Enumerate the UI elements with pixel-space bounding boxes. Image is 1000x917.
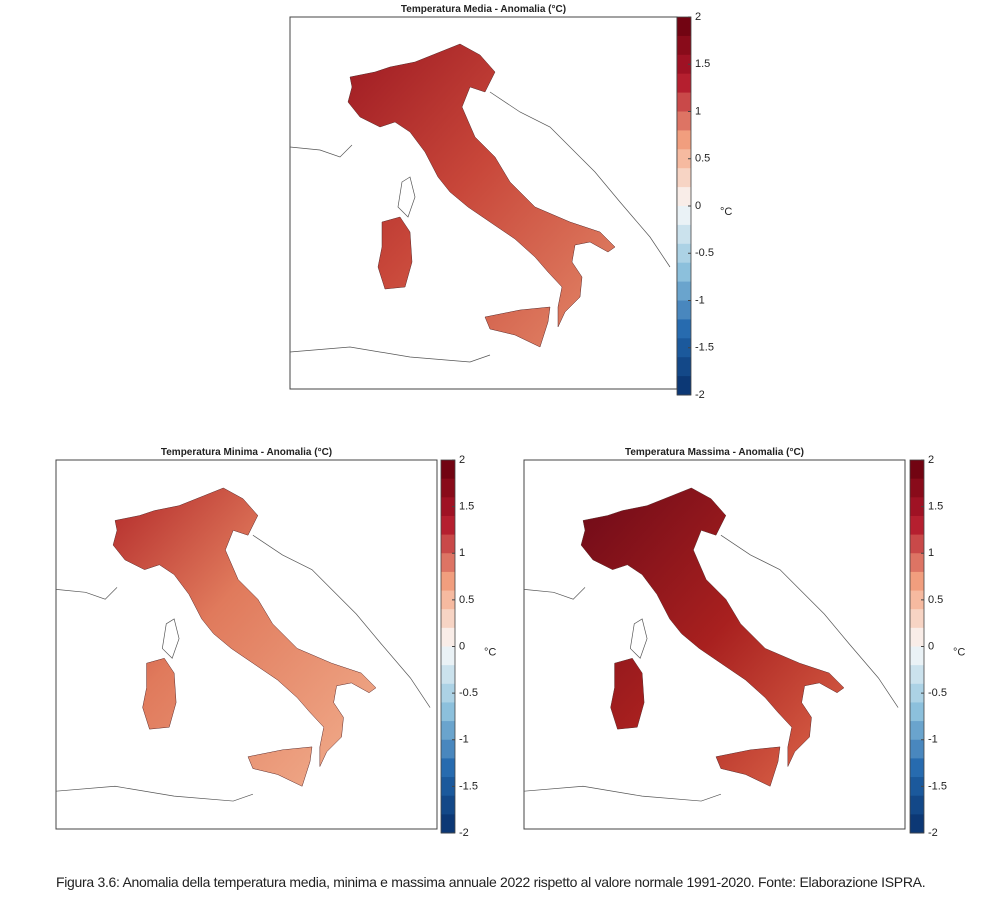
- colorbar-tick-label: -0.5: [695, 247, 714, 259]
- colorbar-step: [910, 777, 924, 797]
- colorbar-tick-label: 1: [695, 105, 701, 117]
- colorbar-step: [677, 111, 691, 131]
- colorbar-tick-label: -1.5: [695, 342, 714, 354]
- colorbar-step: [677, 376, 691, 396]
- colorbar-step: [677, 149, 691, 169]
- panel-title: Temperatura Massima - Anomalia (°C): [625, 447, 804, 458]
- colorbar-tick-label: 1.5: [928, 501, 943, 513]
- colorbar-step: [910, 683, 924, 703]
- colorbar-step: [677, 262, 691, 283]
- colorbar-tick-label: 0.5: [928, 594, 943, 606]
- colorbar-step: [441, 739, 455, 759]
- colorbar-step: [910, 627, 924, 647]
- colorbar-tick-label: -1: [695, 294, 705, 306]
- colorbar-tick-label: 0: [459, 640, 465, 652]
- colorbar-step: [910, 758, 924, 778]
- colorbar-step: [677, 338, 691, 358]
- colorbar-step: [441, 721, 455, 741]
- colorbar-step: [910, 702, 924, 722]
- colorbar-step: [677, 73, 691, 94]
- colorbar-step: [677, 130, 691, 150]
- colorbar-step: [441, 777, 455, 797]
- colorbar-step: [677, 319, 691, 339]
- colorbar-step: [910, 571, 924, 592]
- panel-title: Temperatura Minima - Anomalia (°C): [161, 447, 332, 458]
- colorbar-step: [677, 224, 691, 245]
- panel-title: Temperatura Media - Anomalia (°C): [401, 4, 566, 15]
- colorbar-tick-label: -0.5: [459, 687, 478, 699]
- colorbar-step: [910, 721, 924, 741]
- colorbar-step: [441, 665, 455, 685]
- colorbar-step: [441, 702, 455, 722]
- colorbar-step: [677, 300, 691, 320]
- colorbar-step: [910, 739, 924, 759]
- colorbar-tick-label: -2: [459, 827, 469, 839]
- colorbar-step: [910, 646, 924, 666]
- colorbar-step: [910, 553, 924, 573]
- colorbar-tick-label: 1: [928, 547, 934, 559]
- colorbar-unit: °C: [953, 646, 965, 658]
- colorbar-step: [910, 665, 924, 685]
- colorbar-tick-label: -2: [695, 389, 705, 401]
- colorbar-step: [910, 590, 924, 610]
- colorbar-step: [441, 515, 455, 536]
- colorbar-step: [441, 497, 455, 517]
- colorbar-step: [677, 54, 691, 75]
- colorbar-tick-label: -1.5: [928, 780, 947, 792]
- colorbar-step: [910, 497, 924, 517]
- colorbar-tick-label: -1: [459, 734, 469, 746]
- maps: Temperatura Media - Anomalia (°C) 2 1.5 1 0.…: [55, 4, 965, 839]
- colorbar-step: [441, 627, 455, 647]
- colorbar-step: [910, 515, 924, 536]
- colorbar-tick-label: 2: [928, 454, 934, 466]
- colorbar-step: [677, 243, 691, 264]
- colorbar-tick-label: -0.5: [928, 687, 947, 699]
- colorbar-tick-label: 2: [459, 454, 465, 466]
- colorbar-step: [677, 17, 691, 37]
- colorbar-step: [441, 814, 455, 834]
- colorbar-step: [441, 571, 455, 592]
- colorbar-step: [910, 534, 924, 554]
- colorbar-tick-label: 1: [459, 547, 465, 559]
- colorbar-step: [677, 92, 691, 112]
- colorbar-step: [677, 35, 691, 56]
- colorbar-step: [441, 460, 455, 480]
- colorbar-step: [677, 357, 691, 377]
- colorbar-unit: °C: [720, 206, 732, 218]
- colorbar-tick-label: 0: [695, 200, 701, 212]
- colorbar-step: [910, 814, 924, 834]
- colorbar-tick-label: 2: [695, 11, 701, 23]
- colorbar-step: [441, 609, 455, 629]
- caption: Figura 3.6: Anomalia della temperatura m…: [56, 874, 926, 890]
- colorbar-tick-label: 0.5: [459, 594, 474, 606]
- colorbar-step: [441, 478, 455, 498]
- colorbar-step: [441, 553, 455, 573]
- colorbar-tick-label: 1.5: [695, 58, 710, 70]
- colorbar-step: [441, 590, 455, 610]
- colorbar-tick-label: 0.5: [695, 153, 710, 165]
- colorbar-tick-label: 0: [928, 640, 934, 652]
- colorbar-unit: °C: [484, 646, 496, 658]
- colorbar-step: [677, 168, 691, 188]
- colorbar-step: [677, 281, 691, 301]
- colorbar-step: [677, 187, 691, 207]
- colorbar-tick-label: -1: [928, 734, 938, 746]
- colorbar-step: [441, 758, 455, 778]
- colorbar-step: [910, 795, 924, 815]
- colorbar-tick-label: -2: [928, 827, 938, 839]
- colorbar-step: [910, 478, 924, 498]
- colorbar-tick-label: 1.5: [459, 501, 474, 513]
- colorbar-step: [910, 460, 924, 480]
- colorbar-tick-label: -1.5: [459, 780, 478, 792]
- colorbar-step: [441, 683, 455, 703]
- colorbar-step: [677, 206, 691, 226]
- colorbar-step: [441, 646, 455, 666]
- colorbar-step: [910, 609, 924, 629]
- colorbar-step: [441, 795, 455, 815]
- colorbar-step: [441, 534, 455, 554]
